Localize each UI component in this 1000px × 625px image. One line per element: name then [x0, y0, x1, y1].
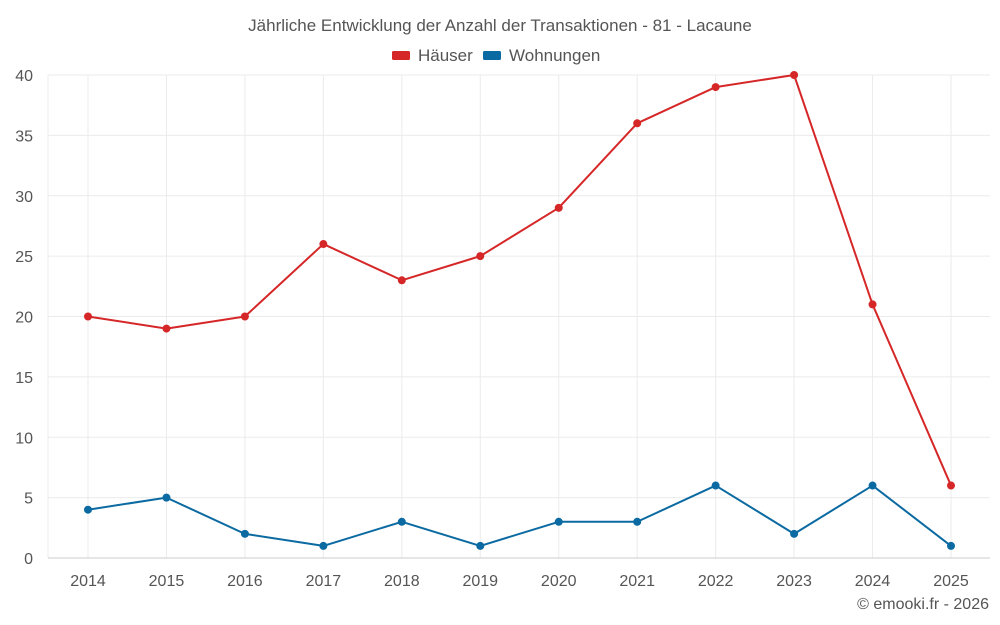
- x-tick-label: 2023: [776, 573, 812, 590]
- x-tick-label: 2024: [855, 573, 891, 590]
- data-point[interactable]: [476, 541, 485, 550]
- data-point[interactable]: [868, 300, 877, 309]
- data-point[interactable]: [319, 240, 328, 249]
- data-point[interactable]: [319, 541, 328, 550]
- data-point[interactable]: [162, 493, 171, 502]
- x-tick-label: 2020: [541, 573, 577, 590]
- x-tick-label: 2018: [384, 573, 420, 590]
- data-point[interactable]: [633, 119, 642, 128]
- legend-swatch: [392, 51, 410, 60]
- y-tick-label: 40: [15, 68, 33, 85]
- y-tick-label: 10: [15, 430, 33, 447]
- legend-label[interactable]: Wohnungen: [509, 46, 600, 65]
- y-tick-label: 15: [15, 370, 33, 387]
- x-tick-label: 2021: [619, 573, 655, 590]
- legend-label[interactable]: Häuser: [418, 46, 473, 65]
- grid: [47, 74, 990, 559]
- x-tick-label: 2014: [70, 573, 106, 590]
- x-tick-label: 2025: [933, 573, 969, 590]
- y-tick-label: 5: [24, 491, 33, 508]
- legend-swatch: [483, 51, 501, 60]
- series: [84, 71, 955, 550]
- series-line-haeuser: [87, 74, 952, 486]
- data-point[interactable]: [790, 71, 799, 79]
- y-tick-label: 20: [15, 310, 33, 327]
- data-point[interactable]: [711, 83, 720, 92]
- data-point[interactable]: [240, 312, 249, 321]
- x-tick-label: 2016: [227, 573, 263, 590]
- data-point[interactable]: [240, 529, 249, 538]
- credit-text: © emooki.fr - 2026: [857, 596, 989, 613]
- y-tick-label: 25: [15, 249, 33, 266]
- x-axis: 2014 2015 2016 2017 2018 2019 2020 2021 2022 2023…: [48, 557, 990, 590]
- y-tick-label: 0: [24, 551, 33, 568]
- x-tick-label: 2017: [306, 573, 342, 590]
- data-point[interactable]: [84, 312, 92, 321]
- y-axis: 0 5 10 15 20 25 30 35 40: [15, 68, 33, 568]
- data-point[interactable]: [554, 203, 563, 212]
- data-point[interactable]: [397, 517, 406, 526]
- data-point[interactable]: [397, 276, 406, 285]
- data-point[interactable]: [554, 517, 563, 526]
- data-point[interactable]: [84, 505, 92, 514]
- x-tick-label: 2019: [462, 573, 498, 590]
- data-point[interactable]: [790, 529, 799, 538]
- y-tick-label: 30: [15, 189, 33, 206]
- x-tick-label: 2022: [698, 573, 734, 590]
- data-point[interactable]: [162, 324, 171, 333]
- x-tick-label: 2015: [149, 573, 185, 590]
- series-line-wohnungen: [87, 484, 952, 547]
- data-point[interactable]: [711, 481, 720, 490]
- data-point[interactable]: [868, 481, 877, 490]
- chart-title: Jährliche Entwicklung der Anzahl der Tra…: [248, 16, 752, 35]
- data-point[interactable]: [947, 541, 955, 550]
- data-point[interactable]: [476, 252, 485, 261]
- data-point[interactable]: [947, 481, 955, 490]
- data-point[interactable]: [633, 517, 642, 526]
- legend: Häuser Wohnungen: [392, 46, 600, 65]
- y-tick-label: 35: [15, 128, 33, 145]
